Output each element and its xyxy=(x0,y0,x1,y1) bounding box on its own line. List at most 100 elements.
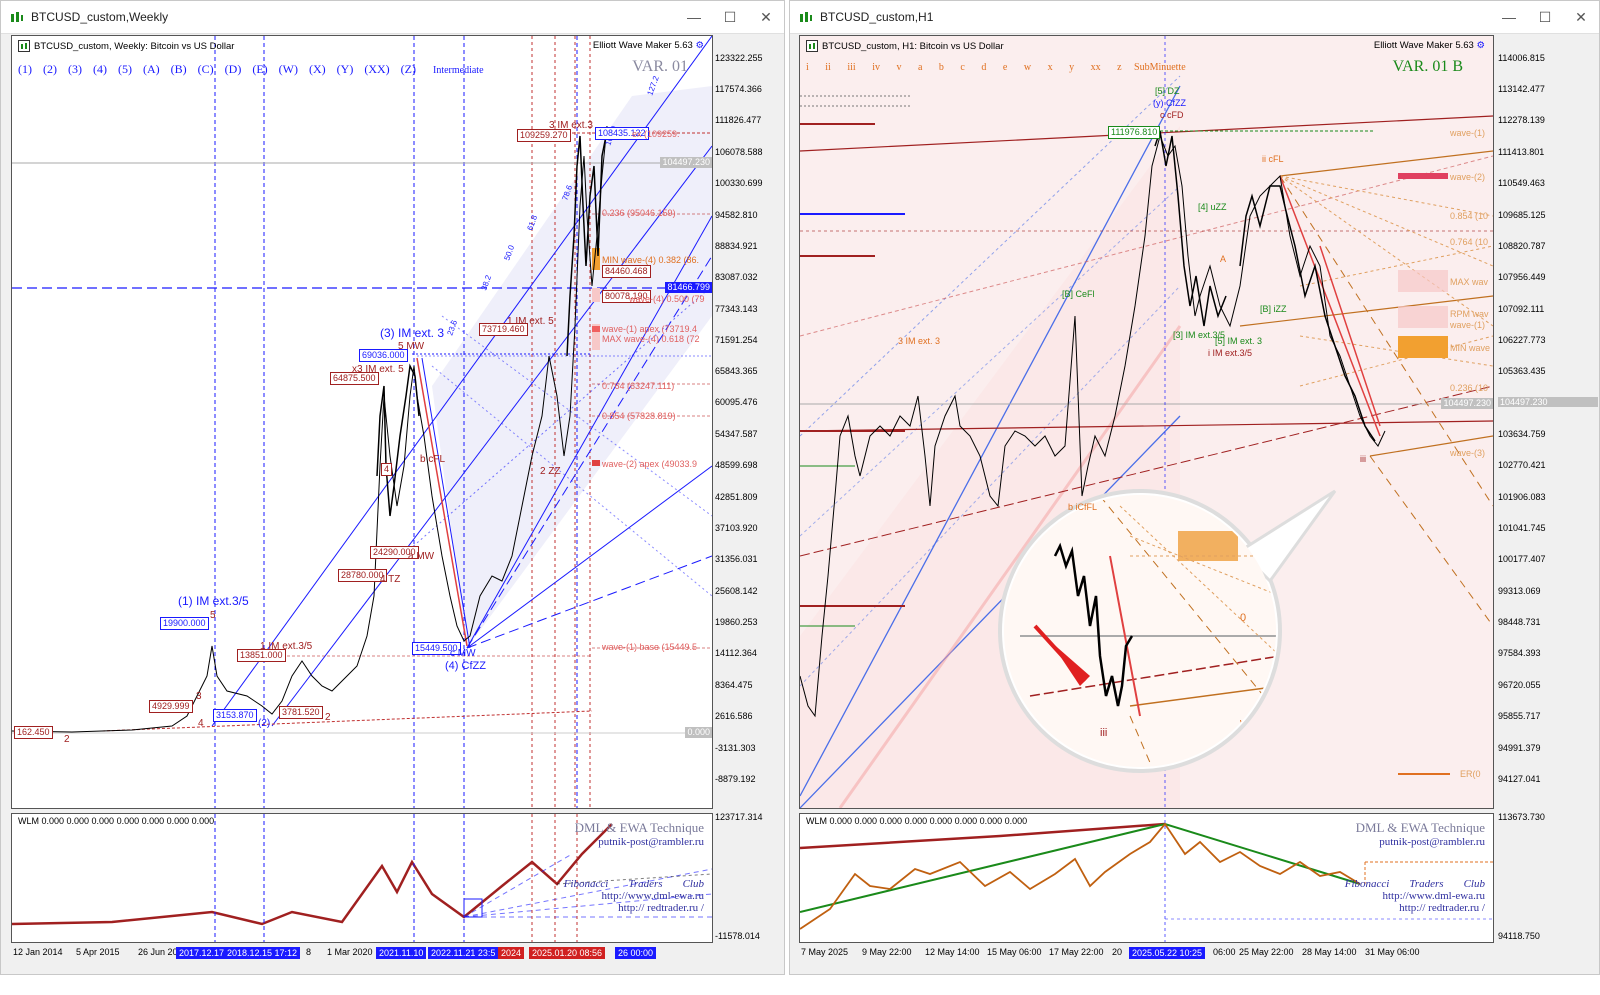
price-tick: 113142.477 xyxy=(1498,84,1545,94)
h1-price-chart[interactable]: iii 0 w BTCUSD_custom, H1: Bitcoin vs US… xyxy=(799,35,1494,809)
wlm-scale-bottom: 94118.750 xyxy=(1498,931,1540,941)
wave-button-xx[interactable]: xx xyxy=(1090,62,1101,73)
wave-button-a[interactable]: a xyxy=(917,62,923,73)
time-scale: 12 Jan 2014 5 Apr 2015 26 Jun 20 2017.12… xyxy=(11,947,713,961)
wave-button-ii[interactable]: ii xyxy=(825,62,831,73)
price-box: 4 xyxy=(381,463,393,476)
wave-button-w[interactable]: (W) xyxy=(278,62,298,76)
wave-button-xx[interactable]: (XX) xyxy=(364,62,390,76)
wave-button-i[interactable]: i xyxy=(806,62,809,73)
wave-button-iv[interactable]: iv xyxy=(872,62,880,73)
wave-label: [3] IM ext.3/5 xyxy=(1173,330,1226,340)
price-scale: 114006.815 113142.477 112278.139 111413.… xyxy=(1494,35,1598,809)
price-tick: 97584.393 xyxy=(1498,648,1541,658)
maximize-button[interactable]: ☐ xyxy=(1538,8,1552,25)
minimize-button[interactable]: — xyxy=(687,9,701,25)
credit-website-link[interactable]: http://www.dml-ewa.ru xyxy=(1382,890,1485,902)
left-chart-window[interactable]: BTCUSD_custom,Weekly — ☐ ✕ xyxy=(0,0,785,975)
close-button[interactable]: ✕ xyxy=(1575,8,1587,25)
wave-label: (2) xyxy=(258,718,271,729)
price-tick: 123322.255 xyxy=(715,53,763,63)
minimize-button[interactable]: — xyxy=(1502,9,1516,25)
price-scale: 123322.255 117574.366 111826.477 106078.… xyxy=(713,35,783,809)
price-tick: 42851.809 xyxy=(715,492,758,502)
credit-redtrader-link[interactable]: http:// redtrader.ru / xyxy=(618,902,704,914)
wave-button-y[interactable]: (Y) xyxy=(336,62,354,76)
close-button[interactable]: ✕ xyxy=(760,8,772,25)
wave-button-a[interactable]: (A) xyxy=(143,62,160,76)
fib-label: MAX wav xyxy=(1450,277,1489,287)
time-tick: 17 May 22:00 xyxy=(1049,947,1104,957)
wave-button-v[interactable]: v xyxy=(896,62,902,73)
wave-button-d[interactable]: d xyxy=(981,62,987,73)
wave-label: (y) CfZZ xyxy=(1153,98,1186,108)
wave-button-e[interactable]: (E) xyxy=(252,62,268,76)
credits-block: DML & EWA Technique putnik-post@rambler.… xyxy=(564,820,704,914)
credit-website-link[interactable]: http://www.dml-ewa.ru xyxy=(601,890,704,902)
wave-button-x[interactable]: (X) xyxy=(309,62,326,76)
wave-button-b[interactable]: (B) xyxy=(170,62,187,76)
right-titlebar[interactable]: BTCUSD_custom,H1 — ☐ ✕ xyxy=(790,1,1599,34)
wlm-drawing xyxy=(800,814,1493,942)
wlm-indicator-pane[interactable]: WLM 0.000 0.000 0.000 0.000 0.000 0.000 … xyxy=(799,813,1494,943)
zoom-label-zero: 0 xyxy=(1240,612,1246,624)
credit-email: putnik-post@rambler.ru xyxy=(1379,836,1485,848)
wave-button-1[interactable]: (1) xyxy=(18,62,32,76)
price-box: 73719.460 xyxy=(479,323,528,336)
degree-label[interactable]: SubMinuette xyxy=(1134,62,1186,73)
wave-button-d[interactable]: (D) xyxy=(224,62,242,76)
wave-button-2[interactable]: (2) xyxy=(43,62,57,76)
degree-label[interactable]: Intermediate xyxy=(433,65,484,76)
price-tick: 94991.379 xyxy=(1498,743,1541,753)
wave-button-4[interactable]: (4) xyxy=(93,62,107,76)
wave-button-bar[interactable]: (1) (2) (3) (4) (5) (A) (B) (C) (D) (E) … xyxy=(18,62,492,77)
price-box: 69036.000 xyxy=(359,349,408,362)
wave-button-z[interactable]: z xyxy=(1117,62,1122,73)
credit-redtrader-link[interactable]: http:// redtrader.ru / xyxy=(1399,902,1485,914)
wlm-scale: 113673.730 94118.750 xyxy=(1494,812,1598,943)
price-tick: 2616.586 xyxy=(715,711,753,721)
price-tick: 100330.699 xyxy=(715,178,763,188)
wave-button-iii[interactable]: iii xyxy=(847,62,856,73)
indicator-name: Elliott Wave Maker 5.63 ⚙ xyxy=(1373,40,1485,51)
wave-button-z[interactable]: (Z) xyxy=(400,62,416,76)
wave-label: iii xyxy=(1360,454,1366,464)
price-tick: 112278.139 xyxy=(1498,115,1545,125)
time-scale: 7 May 2025 9 May 22:00 12 May 14:00 15 M… xyxy=(799,947,1494,961)
wave-label: 4 TZ xyxy=(380,574,401,585)
price-tick: 83087.032 xyxy=(715,272,758,282)
credit-email: putnik-post@rambler.ru xyxy=(598,836,704,848)
fib-label: wave-(1) xyxy=(1450,128,1486,138)
wave-button-c[interactable]: c xyxy=(960,62,965,73)
wave-button-y[interactable]: y xyxy=(1069,62,1075,73)
wave-button-e[interactable]: e xyxy=(1002,62,1008,73)
svg-text:38.2: 38.2 xyxy=(479,273,493,291)
time-tick: 28 May 14:00 xyxy=(1302,947,1357,957)
chart-info-text: BTCUSD_custom, H1: Bitcoin vs US Dollar xyxy=(822,40,1004,52)
price-tick: 106078.588 xyxy=(715,147,763,157)
weekly-price-chart[interactable]: 127.2 100.0 78.6 61.8 50.0 38.2 23.6 BTC… xyxy=(11,35,713,809)
time-tick: 31 May 06:00 xyxy=(1365,947,1420,957)
wave-button-w[interactable]: w xyxy=(1023,62,1032,73)
right-chart-window[interactable]: BTCUSD_custom,H1 — ☐ ✕ xyxy=(789,0,1600,975)
maximize-button[interactable]: ☐ xyxy=(723,8,737,25)
credit-club: Fibonacci Traders Club xyxy=(563,878,704,890)
wlm-indicator-pane[interactable]: WLM 0.000 0.000 0.000 0.000 0.000 0.000 … xyxy=(11,813,713,943)
time-highlight: 2017.12.17 xyxy=(176,947,228,959)
wave-button-b[interactable]: b xyxy=(938,62,944,73)
wave-button-bar[interactable]: i ii iii iv v a b c d e w x y xx z SubMi… xyxy=(806,62,1194,73)
wave-button-x[interactable]: x xyxy=(1047,62,1053,73)
price-box: 13851.000 xyxy=(237,649,286,662)
fib-label: wave-(3) xyxy=(1450,448,1486,458)
wave-label: b iCfFL xyxy=(1068,502,1098,512)
wave-label: 2 ZZ xyxy=(540,466,561,477)
wave-label: 3 IM ext. 3 xyxy=(898,336,941,346)
price-box: 28780.000 xyxy=(338,569,387,582)
wave-button-3[interactable]: (3) xyxy=(68,62,82,76)
wave-button-c[interactable]: (C) xyxy=(197,62,214,76)
wave-button-5[interactable]: (5) xyxy=(118,62,132,76)
left-titlebar[interactable]: BTCUSD_custom,Weekly — ☐ ✕ xyxy=(1,1,784,34)
time-tick: 25 May 22:00 xyxy=(1239,947,1294,957)
ewm-settings-icon[interactable]: ⚙ xyxy=(1476,40,1485,51)
ewm-settings-icon[interactable]: ⚙ xyxy=(695,40,704,51)
